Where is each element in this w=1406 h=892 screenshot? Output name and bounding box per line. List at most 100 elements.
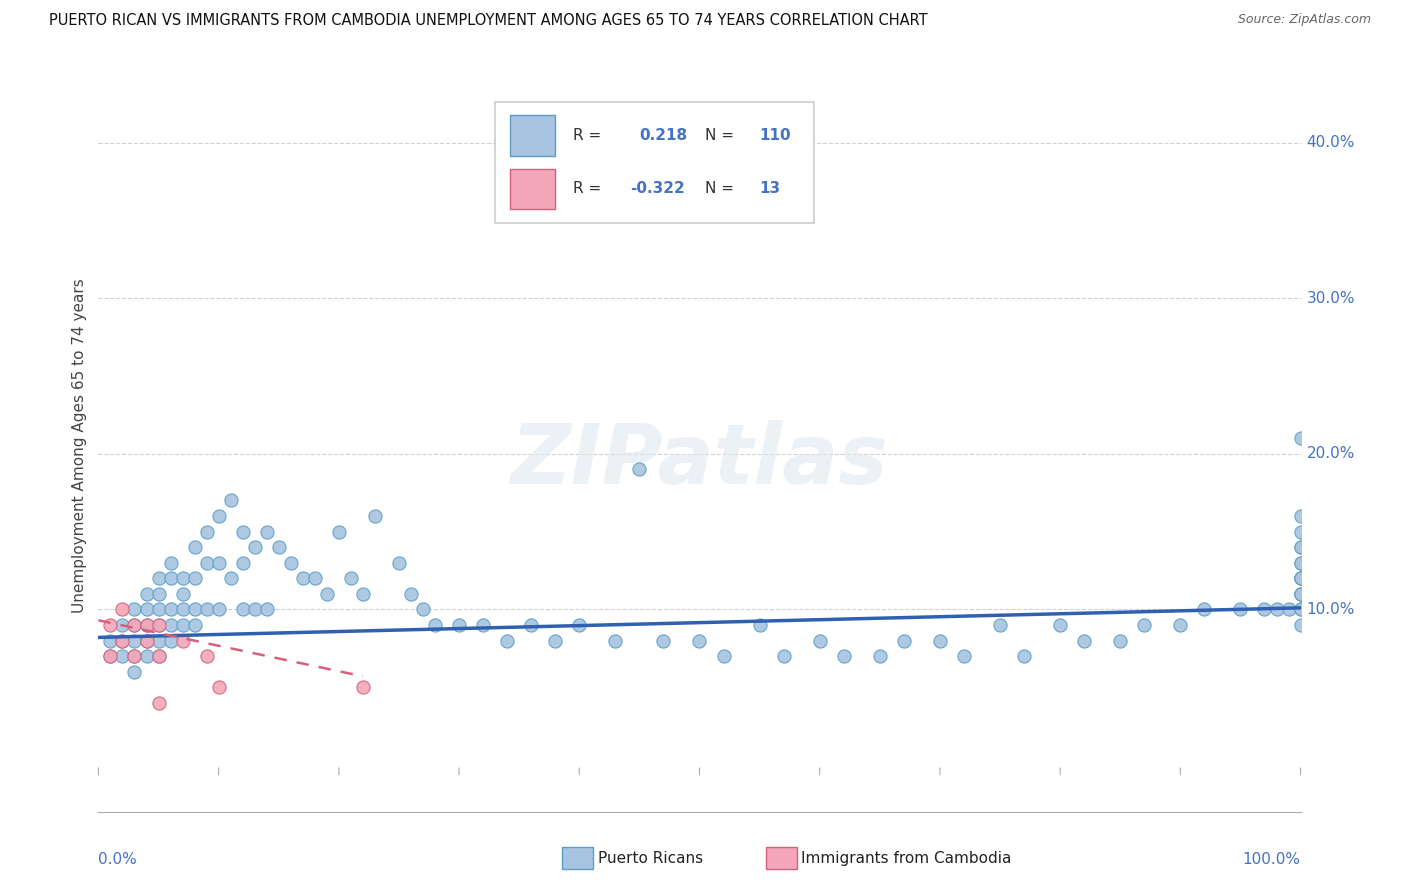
Point bbox=[1289, 618, 1312, 632]
Point bbox=[388, 556, 411, 570]
Text: R =: R = bbox=[574, 128, 602, 143]
Point bbox=[364, 509, 387, 524]
Point bbox=[1133, 618, 1156, 632]
Point bbox=[352, 680, 374, 694]
Text: 13: 13 bbox=[759, 181, 780, 196]
Point bbox=[111, 618, 134, 632]
Point bbox=[208, 556, 231, 570]
Point bbox=[808, 633, 831, 648]
Point bbox=[256, 524, 278, 539]
Point bbox=[928, 633, 950, 648]
Text: N =: N = bbox=[706, 128, 734, 143]
Point bbox=[148, 649, 170, 664]
Point bbox=[219, 493, 242, 508]
Text: 10.0%: 10.0% bbox=[1306, 602, 1355, 617]
Text: 110: 110 bbox=[759, 128, 792, 143]
Text: N =: N = bbox=[706, 181, 734, 196]
Point bbox=[148, 618, 170, 632]
Point bbox=[291, 571, 314, 585]
Point bbox=[1289, 587, 1312, 601]
Point bbox=[412, 602, 434, 616]
Point bbox=[243, 540, 266, 554]
Point bbox=[135, 618, 157, 632]
Text: -0.322: -0.322 bbox=[630, 181, 685, 196]
Point bbox=[172, 618, 194, 632]
Point bbox=[148, 633, 170, 648]
Point bbox=[232, 556, 254, 570]
Text: 0.0%: 0.0% bbox=[98, 852, 138, 867]
Text: 0.218: 0.218 bbox=[640, 128, 688, 143]
Point bbox=[713, 649, 735, 664]
Point bbox=[135, 633, 157, 648]
Point bbox=[124, 665, 146, 679]
Point bbox=[869, 649, 891, 664]
Point bbox=[124, 633, 146, 648]
Point bbox=[832, 649, 855, 664]
Point bbox=[183, 571, 205, 585]
Point bbox=[124, 618, 146, 632]
Point bbox=[496, 633, 519, 648]
Point bbox=[208, 680, 231, 694]
Point bbox=[1073, 633, 1095, 648]
Point bbox=[1012, 649, 1035, 664]
Point bbox=[172, 633, 194, 648]
Point bbox=[148, 618, 170, 632]
Point bbox=[124, 649, 146, 664]
Text: ZIPatlas: ZIPatlas bbox=[510, 420, 889, 501]
Point bbox=[1289, 571, 1312, 585]
Point bbox=[172, 602, 194, 616]
Point bbox=[267, 540, 290, 554]
Point bbox=[605, 633, 627, 648]
Point bbox=[1277, 602, 1299, 616]
FancyBboxPatch shape bbox=[495, 103, 814, 223]
Point bbox=[159, 571, 181, 585]
Point bbox=[1229, 602, 1251, 616]
Point bbox=[124, 602, 146, 616]
Point bbox=[219, 571, 242, 585]
Point bbox=[1170, 618, 1192, 632]
Point bbox=[148, 696, 170, 710]
Point bbox=[893, 633, 915, 648]
Point bbox=[1265, 602, 1288, 616]
Point bbox=[232, 524, 254, 539]
Text: 100.0%: 100.0% bbox=[1243, 852, 1301, 867]
Point bbox=[1289, 556, 1312, 570]
Point bbox=[232, 602, 254, 616]
Point bbox=[1109, 633, 1132, 648]
Text: Immigrants from Cambodia: Immigrants from Cambodia bbox=[801, 851, 1012, 865]
Point bbox=[183, 602, 205, 616]
Point bbox=[1049, 618, 1071, 632]
Point bbox=[340, 571, 363, 585]
Point bbox=[1289, 602, 1312, 616]
Point bbox=[111, 633, 134, 648]
Point bbox=[100, 649, 122, 664]
Point bbox=[195, 649, 218, 664]
FancyBboxPatch shape bbox=[509, 169, 555, 209]
Text: Source: ZipAtlas.com: Source: ZipAtlas.com bbox=[1237, 13, 1371, 27]
Point bbox=[447, 618, 470, 632]
Point bbox=[652, 633, 675, 648]
Point bbox=[159, 633, 181, 648]
Point bbox=[1289, 587, 1312, 601]
Point bbox=[111, 633, 134, 648]
Point bbox=[1289, 571, 1312, 585]
Point bbox=[256, 602, 278, 616]
Y-axis label: Unemployment Among Ages 65 to 74 years: Unemployment Among Ages 65 to 74 years bbox=[72, 278, 87, 614]
Point bbox=[1289, 540, 1312, 554]
Point bbox=[688, 633, 710, 648]
Point bbox=[111, 649, 134, 664]
Point bbox=[148, 571, 170, 585]
Point bbox=[472, 618, 495, 632]
Point bbox=[1289, 571, 1312, 585]
Point bbox=[772, 649, 794, 664]
Point bbox=[988, 618, 1011, 632]
Point bbox=[399, 587, 422, 601]
FancyBboxPatch shape bbox=[509, 115, 555, 155]
Text: 30.0%: 30.0% bbox=[1306, 291, 1355, 306]
Point bbox=[195, 602, 218, 616]
Point bbox=[208, 602, 231, 616]
Text: 40.0%: 40.0% bbox=[1306, 135, 1355, 150]
Point bbox=[135, 649, 157, 664]
Point bbox=[159, 602, 181, 616]
Point bbox=[100, 618, 122, 632]
